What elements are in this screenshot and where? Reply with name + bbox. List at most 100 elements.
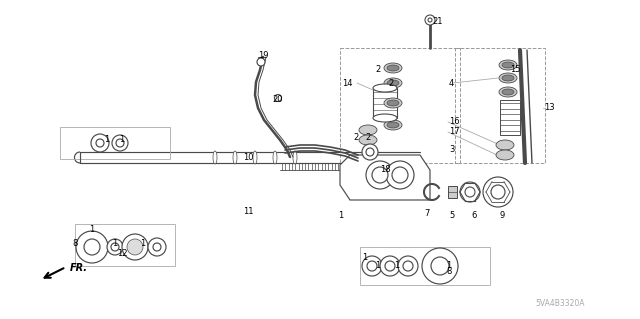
Circle shape: [122, 234, 148, 260]
Ellipse shape: [233, 151, 237, 164]
Ellipse shape: [384, 78, 402, 88]
Ellipse shape: [502, 75, 514, 81]
Text: 8: 8: [446, 266, 452, 276]
Text: 15: 15: [510, 65, 520, 75]
Circle shape: [91, 134, 109, 152]
Ellipse shape: [496, 140, 514, 150]
Circle shape: [392, 167, 408, 183]
Bar: [60, 127, 170, 159]
Ellipse shape: [502, 89, 514, 95]
Ellipse shape: [293, 151, 297, 164]
Text: 14: 14: [342, 78, 353, 87]
Ellipse shape: [499, 73, 517, 83]
Ellipse shape: [387, 122, 399, 128]
Circle shape: [431, 257, 449, 275]
Circle shape: [111, 243, 119, 251]
Circle shape: [372, 167, 388, 183]
Circle shape: [460, 182, 480, 202]
Text: 18: 18: [380, 166, 390, 174]
Circle shape: [366, 161, 394, 189]
Ellipse shape: [496, 150, 514, 160]
Text: 12: 12: [116, 249, 127, 257]
Circle shape: [422, 248, 458, 284]
Circle shape: [491, 185, 505, 199]
Ellipse shape: [387, 100, 399, 106]
Text: 13: 13: [544, 103, 555, 113]
Text: 2: 2: [365, 133, 371, 143]
Text: 16: 16: [449, 117, 460, 127]
Text: 17: 17: [449, 128, 460, 137]
Ellipse shape: [273, 151, 277, 164]
Circle shape: [84, 239, 100, 255]
Text: 1: 1: [394, 261, 399, 270]
Text: 1: 1: [120, 135, 125, 144]
Ellipse shape: [359, 125, 377, 135]
Circle shape: [107, 239, 123, 255]
Text: 1: 1: [362, 254, 367, 263]
Bar: [448, 186, 457, 198]
Text: 1: 1: [104, 135, 109, 144]
Text: 11: 11: [243, 206, 253, 216]
Ellipse shape: [373, 114, 397, 122]
Circle shape: [366, 148, 374, 156]
Text: 7: 7: [424, 209, 429, 218]
Text: 3: 3: [449, 145, 454, 153]
Ellipse shape: [373, 84, 397, 92]
Bar: [340, 48, 460, 163]
Text: 6: 6: [471, 211, 477, 220]
Circle shape: [127, 239, 143, 255]
Circle shape: [275, 94, 282, 101]
Circle shape: [112, 135, 128, 151]
Circle shape: [96, 139, 104, 147]
Text: 1: 1: [140, 239, 146, 248]
Circle shape: [148, 238, 166, 256]
Circle shape: [116, 139, 124, 147]
Bar: [373, 88, 397, 118]
Text: 1: 1: [446, 261, 452, 270]
Text: 2: 2: [388, 78, 394, 87]
Text: 1: 1: [90, 226, 95, 234]
Text: 1: 1: [339, 211, 344, 219]
Circle shape: [76, 231, 108, 263]
Circle shape: [153, 243, 161, 251]
Circle shape: [362, 144, 378, 160]
Ellipse shape: [502, 62, 514, 68]
Circle shape: [483, 177, 513, 207]
Text: 1: 1: [113, 239, 118, 248]
Ellipse shape: [387, 65, 399, 71]
Text: 20: 20: [273, 95, 284, 105]
Circle shape: [403, 261, 413, 271]
Ellipse shape: [384, 63, 402, 73]
Text: 5: 5: [449, 211, 454, 220]
Circle shape: [465, 187, 475, 197]
Text: 2: 2: [353, 133, 358, 143]
Circle shape: [380, 256, 400, 276]
Ellipse shape: [213, 151, 217, 164]
Bar: [455, 48, 545, 163]
Text: 4: 4: [449, 78, 454, 87]
Text: 10: 10: [243, 153, 253, 162]
Bar: [500, 100, 520, 135]
Text: 19: 19: [258, 50, 268, 60]
Circle shape: [386, 161, 414, 189]
Ellipse shape: [253, 151, 257, 164]
Circle shape: [367, 261, 377, 271]
Polygon shape: [340, 155, 430, 200]
Ellipse shape: [384, 98, 402, 108]
Bar: [75, 224, 175, 266]
Text: 5VA4B3320A: 5VA4B3320A: [535, 299, 585, 308]
Bar: [360, 247, 490, 285]
Circle shape: [385, 261, 395, 271]
Text: 9: 9: [499, 211, 504, 220]
Text: 21: 21: [432, 18, 442, 26]
Text: 2: 2: [376, 65, 381, 75]
Text: FR.: FR.: [70, 263, 88, 273]
Text: 1: 1: [376, 261, 381, 270]
Ellipse shape: [387, 80, 399, 86]
Circle shape: [362, 256, 382, 276]
Circle shape: [425, 15, 435, 25]
Circle shape: [257, 58, 265, 66]
Ellipse shape: [499, 60, 517, 70]
Circle shape: [428, 18, 432, 22]
Ellipse shape: [384, 120, 402, 130]
